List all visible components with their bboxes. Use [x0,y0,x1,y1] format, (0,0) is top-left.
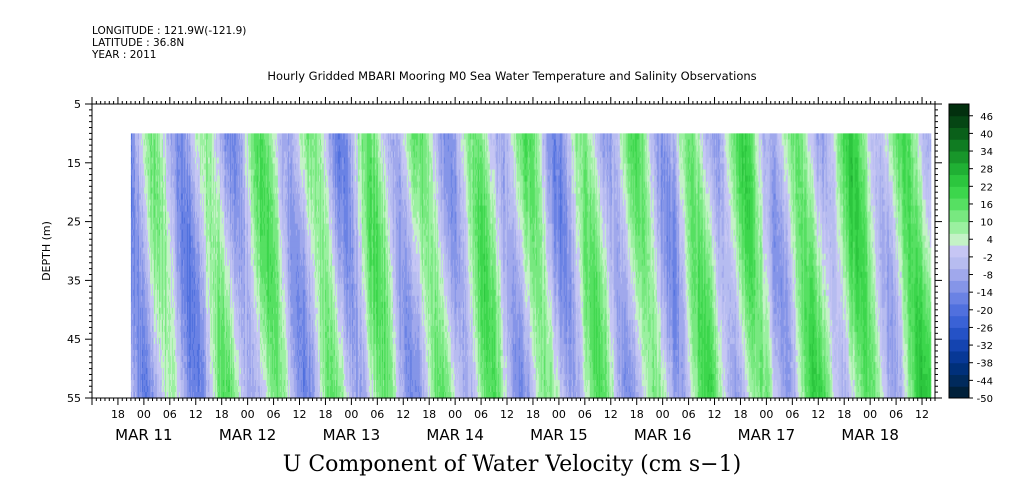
velocity-field [131,133,931,398]
